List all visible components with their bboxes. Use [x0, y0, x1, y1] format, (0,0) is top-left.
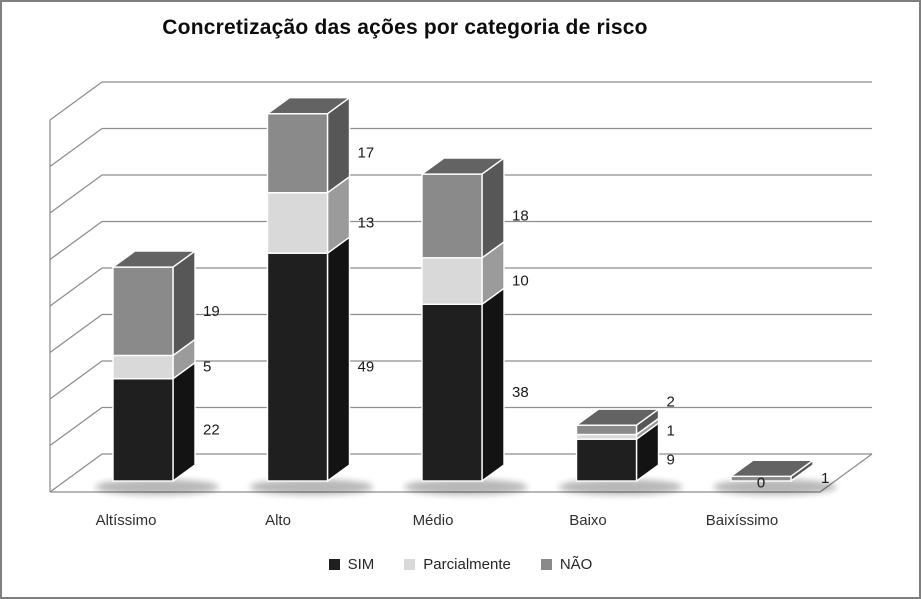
value-label-baixissimo-não: 1 — [821, 470, 829, 487]
legend-item-parcialmente: Parcialmente — [404, 556, 511, 573]
bar-medio-side — [481, 157, 505, 259]
bar-altissimo-top — [112, 250, 196, 268]
legend-label-sim: SIM — [347, 556, 375, 573]
bar-medio-não-segment — [421, 173, 483, 259]
value-label-alto-parcialmente: 13 — [358, 214, 375, 231]
gridline — [49, 174, 872, 214]
value-label-baixo-não: 2 — [667, 394, 675, 411]
bar-shadow-alto — [249, 479, 374, 495]
gridline — [49, 81, 872, 121]
x-axis-label-baixo: Baixo — [569, 512, 607, 529]
bar-alto-top — [266, 96, 351, 115]
value-label-medio-sim: 38 — [512, 384, 529, 401]
value-label-medio-parcialmente: 10 — [512, 273, 529, 290]
bar-altissimo-não-segment — [112, 266, 174, 357]
x-axis-label-medio: Médio — [412, 512, 454, 529]
value-label-alto-sim: 49 — [358, 359, 375, 376]
bar-altissimo-sim-segment — [112, 378, 174, 482]
bar-alto-sim-segment — [266, 252, 329, 482]
gridline — [49, 360, 872, 400]
bar-medio-parcialmente-segment — [421, 257, 483, 306]
gridline — [49, 220, 872, 261]
legend-label-parcialmente: Parcialmente — [423, 556, 511, 573]
gridline — [49, 406, 872, 447]
value-label-altissimo-sim: 22 — [203, 421, 220, 438]
gridline — [49, 127, 872, 168]
bar-shadow-altissimo — [95, 479, 219, 495]
value-label-alto-não: 17 — [358, 145, 375, 162]
x-axis-label-baixissimo: Baixíssimo — [705, 512, 779, 529]
bar-alto-side — [326, 236, 351, 482]
bar-baixo-top — [575, 408, 660, 426]
bar-shadow-baixissimo — [713, 479, 837, 495]
x-axis-label-altissimo: Altíssimo — [95, 512, 157, 529]
legend-item-sim: SIM — [328, 556, 375, 573]
value-label-baixo-parcialmente: 1 — [667, 423, 675, 440]
bar-altissimo-parcialmente-segment — [112, 354, 174, 380]
bar-baixo-sim-segment — [575, 438, 638, 482]
legend: SIM Parcialmente NÃO — [2, 556, 919, 573]
legend-marker-sim — [328, 559, 340, 570]
gridline — [49, 313, 872, 354]
legend-label-nao: NÃO — [559, 556, 593, 573]
bar-baixissimo-top — [730, 459, 814, 478]
legend-marker-nao — [540, 559, 552, 570]
x-axis-label-alto: Alto — [265, 512, 291, 529]
chart-title: Concretização das ações por categoria de… — [162, 16, 648, 39]
value-label-altissimo-não: 19 — [203, 303, 220, 320]
bar-altissimo-side — [172, 250, 196, 357]
bar-medio-side — [481, 287, 505, 482]
value-label-baixissimo-sim: 0 — [757, 475, 765, 492]
value-label-altissimo-parcialmente: 5 — [203, 359, 211, 376]
value-label-baixo-sim: 9 — [667, 452, 675, 469]
bar-medio-top — [421, 157, 505, 175]
bar-baixo-não-segment — [575, 424, 638, 436]
gridline — [49, 267, 872, 307]
value-label-medio-não: 18 — [512, 207, 529, 224]
bar-shadow-baixo — [558, 479, 683, 495]
bar-alto-parcialmente-segment — [266, 191, 329, 254]
legend-marker-parcialmente — [404, 559, 416, 570]
bar-altissimo-side — [172, 362, 196, 482]
bar-alto-não-segment — [266, 112, 329, 194]
bar-medio-sim-segment — [421, 303, 483, 482]
legend-item-nao: NÃO — [540, 556, 593, 573]
bar-shadow-medio — [404, 479, 528, 495]
